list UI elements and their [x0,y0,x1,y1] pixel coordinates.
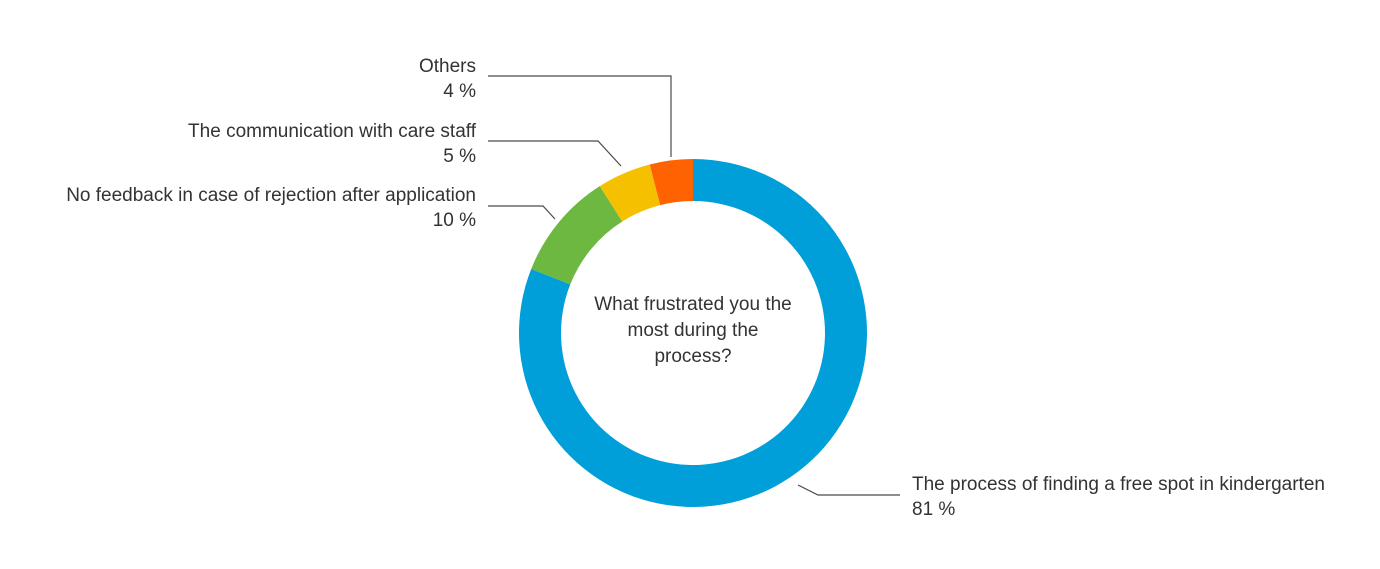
slice-label: The process of finding a free spot in ki… [912,474,1325,495]
leader-line-others [488,75,672,157]
slice-value-label: 10 % [433,210,476,231]
slice-value-label: 4 % [443,81,476,102]
chart-title-line: most during the [628,320,759,341]
chart-title-line: process? [654,346,731,367]
leader-line-the-process-of-finding-a-free-spot-in-kindergarten [797,484,900,496]
slice-label: No feedback in case of rejection after a… [66,185,476,206]
chart-title: What frustrated you the most during the pr… [594,294,792,367]
slice-label: Others [419,56,476,77]
chart-title-line: What frustrated you the [594,294,792,315]
leader-line-no-feedback-in-case-of-rejection-after-application [488,205,556,220]
donut-slice-others [649,159,693,206]
slice-value-label: 81 % [912,499,955,520]
leader-lines [488,75,900,496]
slice-value-label: 5 % [443,146,476,167]
donut-slice-the-communication-with-care-staff [599,164,661,222]
donut-slices [518,159,867,508]
leader-line-the-communication-with-care-staff [488,140,622,167]
slice-label: The communication with care staff [188,121,477,142]
slice-labels: The process of finding a free spot in ki… [66,56,1325,520]
donut-slice-no-feedback-in-case-of-rejection-after-application [531,186,623,285]
